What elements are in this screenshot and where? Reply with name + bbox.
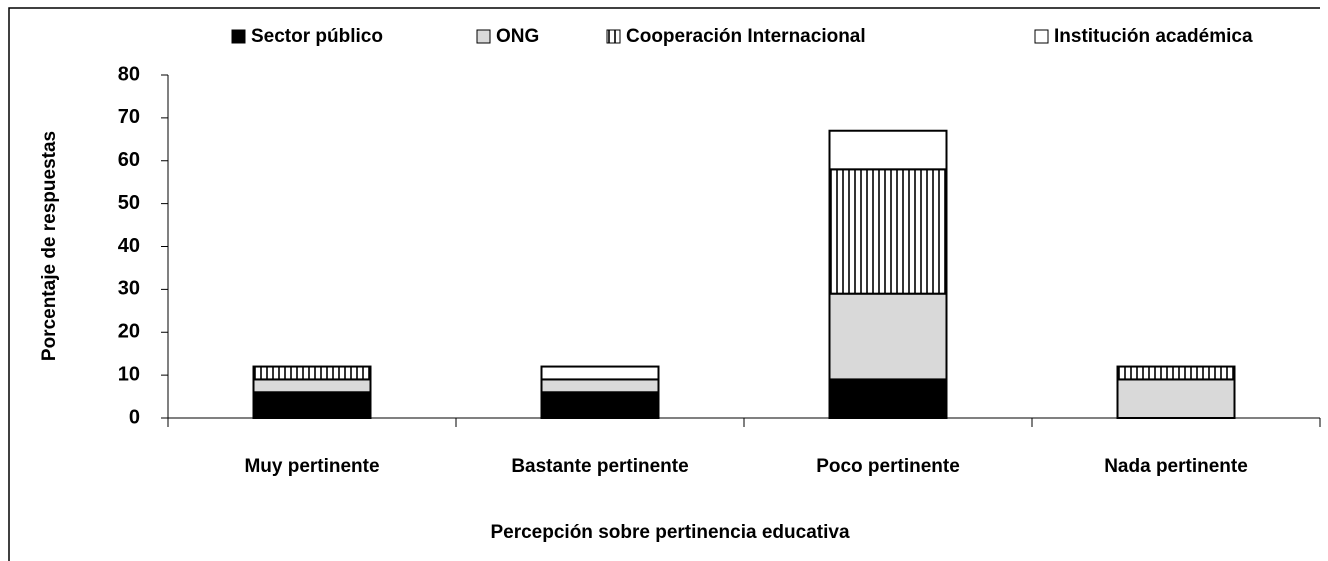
bar-segment (540, 378, 660, 394)
legend-label: ONG (496, 26, 539, 47)
bar-segment (828, 129, 948, 171)
y-tick-label: 20 (118, 321, 140, 343)
bar-segment (1116, 365, 1236, 381)
y-tick-label: 10 (118, 363, 140, 385)
y-axis-title: Porcentaje de respuestas (39, 131, 60, 361)
x-axis-title: Percepción sobre pertinencia educativa (490, 522, 849, 543)
x-tick-label: Muy pertinente (244, 456, 379, 477)
legend-label: Institución académica (1054, 26, 1253, 47)
x-tick-label: Nada pertinente (1104, 456, 1248, 477)
bar-segment (828, 292, 948, 381)
x-tick-label: Bastante pertinente (511, 456, 688, 477)
y-tick-label: 50 (118, 192, 140, 214)
bar-segment (252, 391, 372, 419)
legend-swatch (1034, 29, 1049, 44)
y-tick-label: 80 (118, 63, 140, 85)
bar-segment (540, 391, 660, 419)
x-tick-label: Poco pertinente (816, 456, 960, 477)
legend-label: Cooperación Internacional (626, 26, 866, 47)
bar-segment (1116, 378, 1236, 420)
frame (8, 7, 1320, 561)
bar-segment (828, 378, 948, 420)
bar-segment (252, 378, 372, 394)
y-tick-label: 0 (129, 406, 140, 428)
bar-segment (540, 365, 660, 381)
legend-swatch (231, 29, 246, 44)
bar-segment (252, 365, 372, 381)
legend-swatch (606, 29, 621, 44)
legend-swatch (476, 29, 491, 44)
y-tick-label: 30 (118, 278, 140, 300)
y-tick-label: 40 (118, 235, 140, 257)
y-tick-label: 60 (118, 149, 140, 171)
bar-segment (828, 168, 948, 295)
legend-label: Sector público (251, 26, 383, 47)
y-tick-label: 70 (118, 106, 140, 128)
